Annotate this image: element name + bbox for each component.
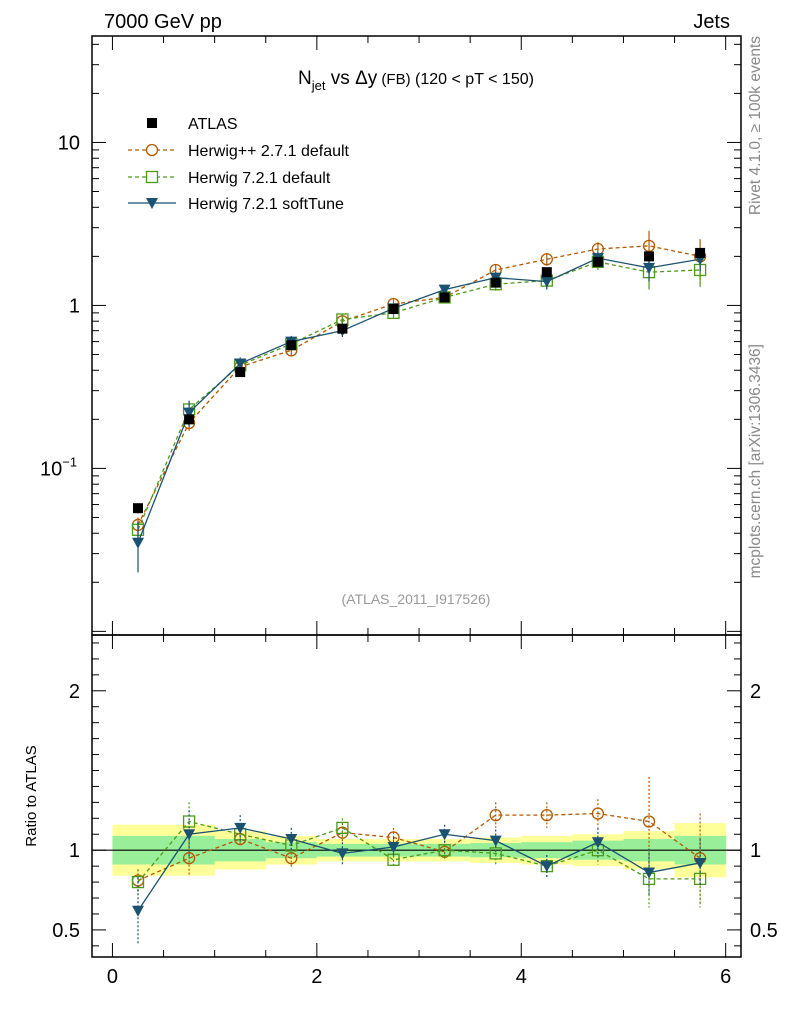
ratio-panel-frame — [91, 634, 742, 958]
series-line-main-2 — [137, 261, 701, 531]
marker-main-0-3 — [286, 340, 297, 351]
marker-main-3-1 — [183, 407, 196, 419]
marker-main-0-7 — [490, 277, 501, 288]
marker-main-0-9 — [592, 256, 603, 267]
marker-main-0-0 — [132, 503, 143, 514]
marker-main-1-10 — [642, 239, 656, 253]
y-tick-label-ratio-left-1: 1 — [69, 840, 80, 862]
marker-main-0-11 — [695, 247, 706, 258]
marker-main-0-4 — [337, 323, 348, 334]
marker-ratio-3-5 — [387, 842, 400, 854]
marker-main-0-1 — [184, 414, 195, 425]
y-tick-label-ratio-right-0: 0.5 — [750, 920, 778, 942]
legend-marker-herwig7-default — [145, 170, 159, 184]
marker-ratio-2-4 — [336, 821, 349, 835]
marker-ratio-3-9 — [591, 837, 604, 849]
x-tick-label-3: 6 — [720, 966, 731, 988]
x-tick-label-2: 4 — [516, 966, 527, 988]
y-tick-label-main-1: 1 — [69, 295, 80, 317]
legend-marker-herwig7-softtune — [146, 198, 158, 209]
marker-ratio-1-9 — [591, 807, 605, 820]
series-line-main-1 — [137, 245, 701, 526]
legend-label-atlas: ATLAS — [188, 116, 238, 133]
y-tick-label-main-2: 10 — [58, 132, 80, 154]
legend-entry-atlas: ATLAS — [147, 116, 238, 133]
axis-ticks — [92, 36, 741, 957]
legend-label-herwig7-softtune: Herwig 7.2.1 softTune — [188, 196, 344, 213]
legend-marker-herwigpp — [145, 143, 159, 157]
marker-ratio-3-1 — [183, 829, 196, 841]
series-line-ratio-2 — [137, 820, 701, 883]
marker-ratio-3-6 — [438, 829, 451, 841]
marker-main-3-8 — [540, 276, 553, 288]
marker-ratio-1-1 — [182, 852, 196, 865]
y-tick-label-ratio-left-0: 0.5 — [52, 920, 80, 942]
marker-ratio-3-7 — [489, 835, 502, 847]
series-line-ratio-3 — [137, 827, 701, 912]
marker-main-3-6 — [438, 284, 451, 296]
marker-main-0-10 — [644, 251, 655, 262]
series-line-ratio-1 — [137, 812, 701, 882]
marker-ratio-3-11 — [694, 857, 707, 869]
y-tick-label-ratio-left-2: 2 — [69, 681, 80, 703]
y-tick-label-ratio-right-2: 2 — [750, 681, 761, 703]
marker-ratio-3-4 — [336, 848, 349, 860]
marker-main-0-8 — [541, 267, 552, 278]
category-label: Jets — [693, 11, 730, 33]
main-panel-series — [131, 230, 707, 573]
ratio-axis-label: Ratio to ATLAS — [23, 745, 40, 846]
marker-ratio-1-7 — [489, 808, 502, 822]
legend-entry-herwig7-default: Herwig 7.2.1 default — [128, 170, 331, 187]
marker-ratio-2-7 — [489, 847, 502, 860]
analysis-id-label: (ATLAS_2011_I917526) — [342, 591, 491, 607]
x-tick-label-0: 0 — [107, 966, 118, 988]
plot-title: Njet vs Δy (FB) (120 < pT < 150) — [298, 68, 534, 93]
rivet-version-label: Rivet 4.1.0, ≥ 100k events — [747, 36, 764, 215]
marker-ratio-3-3 — [285, 834, 298, 846]
marker-main-0-5 — [388, 304, 399, 315]
marker-ratio-1-10 — [642, 815, 656, 828]
marker-ratio-2-6 — [438, 844, 451, 857]
legend-label-herwig7-default: Herwig 7.2.1 default — [188, 170, 331, 187]
y-tick-label-main-0: 10−1 — [40, 454, 77, 480]
x-tick-label-1: 2 — [311, 966, 322, 988]
marker-main-0-2 — [235, 367, 246, 378]
mcplots-reference-label: mcplots.cern.ch [arXiv:1306.3436] — [747, 344, 764, 578]
legend: ATLAS Herwig++ 2.7.1 default Herwig 7.2.… — [128, 116, 350, 213]
marker-ratio-3-0 — [131, 905, 144, 917]
marker-main-1-8 — [540, 253, 553, 266]
legend-entry-herwig7-softtune: Herwig 7.2.1 softTune — [128, 196, 344, 213]
energy-label: 7000 GeV pp — [104, 11, 222, 33]
tick-labels: 0 2 4 6 10−1 1 10 0.5 0.5 1 1 2 2 — [40, 132, 778, 988]
marker-main-3-0 — [131, 537, 144, 549]
marker-ratio-3-10 — [643, 867, 656, 879]
marker-ratio-3-8 — [540, 861, 553, 873]
marker-ratio-1-8 — [540, 808, 553, 822]
marker-ratio-2-0 — [131, 875, 145, 889]
legend-marker-atlas — [147, 118, 157, 128]
ratio-panel-series — [131, 776, 707, 945]
legend-entry-herwigpp: Herwig++ 2.7.1 default — [128, 143, 350, 160]
series-line-main-3 — [137, 257, 701, 543]
marker-main-3-2 — [234, 358, 247, 370]
legend-label-herwigpp: Herwig++ 2.7.1 default — [188, 143, 350, 160]
marker-main-0-6 — [439, 292, 450, 303]
marker-main-3-10 — [643, 262, 656, 274]
marker-ratio-3-2 — [234, 822, 247, 834]
y-tick-label-ratio-right-1: 1 — [750, 840, 761, 862]
